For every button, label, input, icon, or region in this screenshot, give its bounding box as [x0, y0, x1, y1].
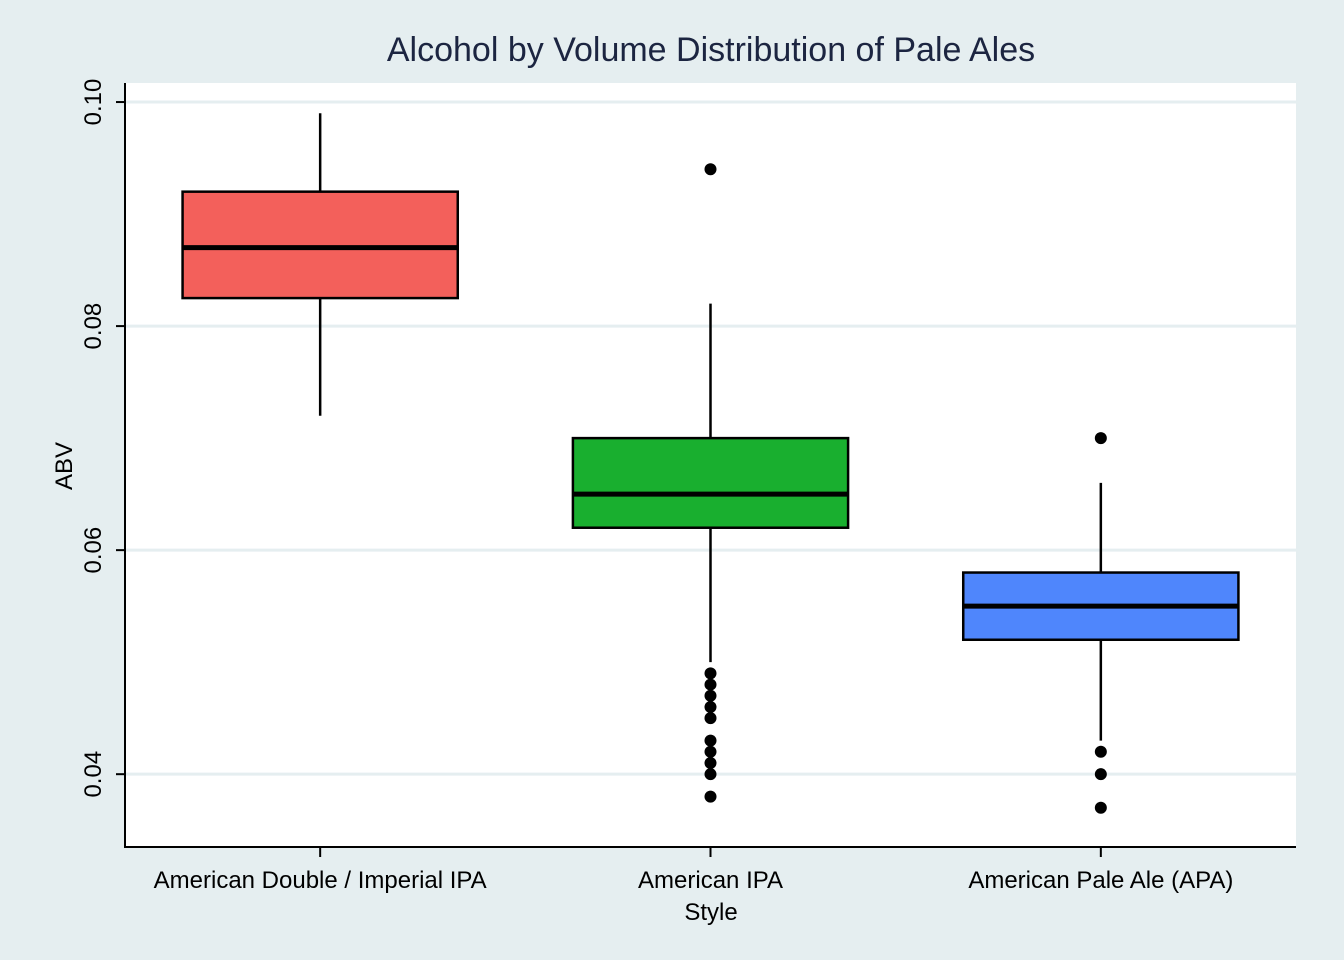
outlier-point [704, 700, 717, 713]
outlier-point [704, 712, 717, 725]
box [571, 436, 850, 529]
y-tick-label: 0.04 [80, 751, 107, 798]
outlier-point [1094, 768, 1107, 781]
y-tick-label: 0.06 [80, 527, 107, 574]
outlier-point [1094, 801, 1107, 814]
outlier-point [704, 734, 717, 747]
outlier-point [704, 678, 717, 691]
y-tick-label: 0.08 [80, 303, 107, 350]
x-tick-label: American IPA [638, 867, 783, 894]
outlier-point [704, 745, 717, 758]
outlier-point [704, 667, 717, 680]
box-group [961, 432, 1240, 814]
y-tick-label: 0.10 [80, 79, 107, 126]
x-axis-label: Style [684, 899, 737, 926]
box [181, 190, 460, 300]
chart-title: Alcohol by Volume Distribution of Pale A… [387, 31, 1035, 69]
outlier-point [704, 756, 717, 769]
outlier-point [704, 163, 717, 176]
outlier-point [704, 790, 717, 803]
axes: 0.04 0.06 0.08 0.10 American Double / Imperi… [80, 79, 1296, 894]
outlier-point [1094, 745, 1107, 758]
box-group [181, 113, 460, 416]
x-tick-label: American Double / Imperial IPA [154, 867, 487, 894]
y-axis-label: ABV [51, 442, 78, 490]
boxes [181, 113, 1240, 814]
box-group [571, 163, 850, 803]
outlier-point [704, 768, 717, 781]
x-tick-label: American Pale Ale (APA) [968, 867, 1233, 894]
outlier-point [1094, 432, 1107, 445]
outlier-point [704, 689, 717, 702]
